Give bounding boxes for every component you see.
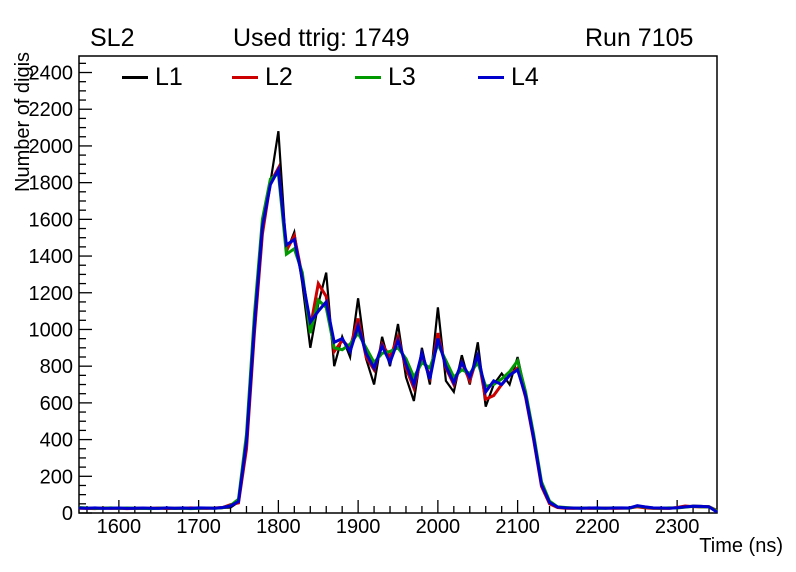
run-number-title: Run 7105 xyxy=(585,24,694,52)
superlayer-title: SL2 xyxy=(90,24,135,52)
x-tick-label: 1600 xyxy=(97,516,142,538)
legend-label-l1: L1 xyxy=(155,63,183,91)
x-tick-label: 1900 xyxy=(336,516,381,538)
y-tick-label: 200 xyxy=(40,466,73,488)
y-tick-label: 2200 xyxy=(29,99,74,121)
legend-label-l3: L3 xyxy=(388,63,416,91)
y-tick-label: 1600 xyxy=(29,209,74,231)
x-tick-label: 2000 xyxy=(416,516,461,538)
legend-line-sample-l3 xyxy=(355,75,381,79)
x-tick-label: 2100 xyxy=(495,516,540,538)
y-tick-label: 2000 xyxy=(29,136,74,158)
legend-entry-l3: L3 xyxy=(355,64,416,90)
y-axis-title: Number of digis xyxy=(12,51,34,192)
x-tick-label: 2300 xyxy=(655,516,700,538)
y-tick-label: 800 xyxy=(40,356,73,378)
plot-frame xyxy=(78,55,718,514)
legend-line-sample-l4 xyxy=(478,75,504,79)
y-tick-label: 1000 xyxy=(29,319,74,341)
legend-entry-l2: L2 xyxy=(232,64,293,90)
x-tick-label: 2200 xyxy=(575,516,620,538)
legend-entry-l1: L1 xyxy=(122,64,183,90)
y-tick-label: 0 xyxy=(62,503,73,525)
x-axis-title: Time (ns) xyxy=(699,535,783,557)
series-line-l4 xyxy=(78,164,718,514)
y-tick-label: 1200 xyxy=(29,283,74,305)
y-tick-label: 400 xyxy=(40,430,73,452)
legend-line-sample-l1 xyxy=(122,75,148,79)
y-tick-label: 2400 xyxy=(29,63,74,85)
series-line-l1 xyxy=(78,131,718,512)
legend-label-l2: L2 xyxy=(265,63,293,91)
x-tick-label: 1700 xyxy=(176,516,221,538)
y-tick-label: 1400 xyxy=(29,246,74,268)
histogram-title: Used ttrig: 1749 xyxy=(233,24,410,52)
legend-label-l4: L4 xyxy=(511,63,539,91)
y-tick-label: 600 xyxy=(40,393,73,415)
x-tick-label: 1800 xyxy=(256,516,301,538)
legend-line-sample-l2 xyxy=(232,75,258,79)
legend-entry-l4: L4 xyxy=(478,64,539,90)
y-tick-label: 1800 xyxy=(29,173,74,195)
